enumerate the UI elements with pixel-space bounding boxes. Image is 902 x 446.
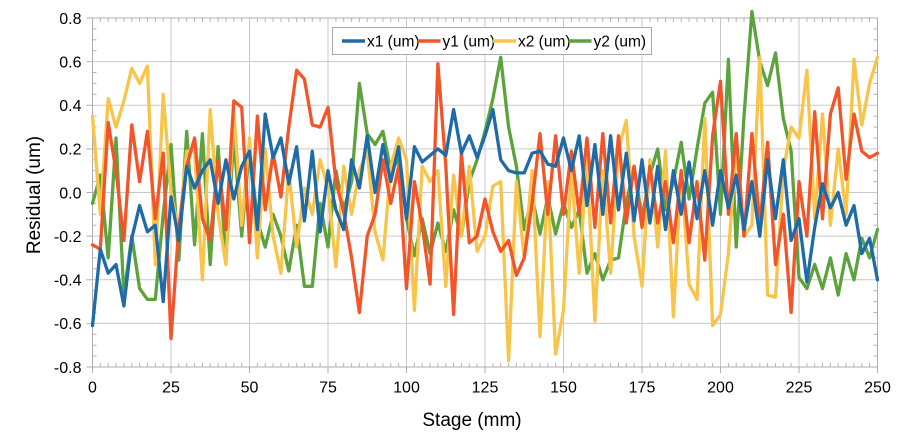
svg-text:225: 225 <box>786 380 813 397</box>
svg-text:x2 (um): x2 (um) <box>518 34 571 51</box>
svg-text:-0.6: -0.6 <box>54 316 82 333</box>
svg-text:Residual (um): Residual (um) <box>24 136 45 254</box>
svg-text:0: 0 <box>88 380 97 397</box>
svg-text:250: 250 <box>864 380 891 397</box>
svg-text:-0.2: -0.2 <box>54 229 82 246</box>
svg-text:50: 50 <box>241 380 259 397</box>
svg-text:100: 100 <box>393 380 420 397</box>
svg-text:25: 25 <box>162 380 180 397</box>
svg-text:150: 150 <box>550 380 577 397</box>
svg-text:0.0: 0.0 <box>59 185 81 202</box>
svg-text:y1 (um): y1 (um) <box>443 34 496 51</box>
svg-text:Stage (mm): Stage (mm) <box>422 410 521 431</box>
svg-text:0.8: 0.8 <box>59 11 81 28</box>
svg-text:0.4: 0.4 <box>59 98 81 115</box>
svg-text:-0.4: -0.4 <box>54 273 82 290</box>
svg-text:75: 75 <box>319 380 337 397</box>
svg-text:0.6: 0.6 <box>59 54 81 71</box>
svg-text:x1 (um): x1 (um) <box>367 34 420 51</box>
svg-text:125: 125 <box>472 380 499 397</box>
svg-text:-0.8: -0.8 <box>54 360 82 377</box>
svg-text:y2 (um): y2 (um) <box>594 34 647 51</box>
svg-text:0.2: 0.2 <box>59 142 81 159</box>
svg-text:200: 200 <box>707 380 734 397</box>
svg-text:175: 175 <box>629 380 656 397</box>
